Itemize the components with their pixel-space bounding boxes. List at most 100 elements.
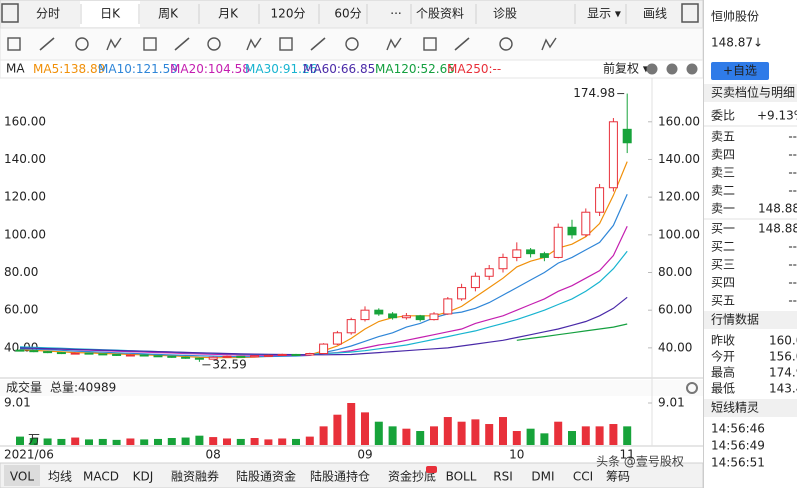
y-tick-label: 160.00 (4, 114, 46, 128)
legend-entry: MA10:121.59 (98, 62, 178, 76)
book-level: 买二 (711, 240, 735, 254)
tool-icon[interactable] (454, 37, 470, 51)
panel-button[interactable] (686, 63, 698, 75)
legend-name: MA60 (303, 62, 337, 76)
indicator-tab[interactable]: 融资融券 (171, 469, 219, 484)
tool-icon[interactable] (279, 37, 293, 51)
tab[interactable]: 月K (218, 7, 239, 21)
tab[interactable]: ··· (390, 7, 401, 21)
panel-icon[interactable] (681, 3, 699, 23)
tab[interactable]: 周K (158, 7, 179, 21)
candle-body (346, 319, 356, 334)
quote-value: 156.0 (769, 350, 797, 364)
tab[interactable]: 诊股 (493, 7, 517, 21)
candle-body (43, 351, 53, 354)
tool-icon[interactable] (106, 37, 122, 51)
tool-icon[interactable] (541, 37, 557, 51)
volume-bar (374, 421, 383, 445)
volume-bar (264, 439, 273, 445)
ratio-label: 委比 (711, 109, 735, 123)
x-tick-label: 11 (620, 448, 635, 462)
section-title: 行情数据 (711, 312, 759, 327)
candle-body (415, 315, 425, 321)
candle-body (84, 352, 94, 355)
tab[interactable]: 分时 (36, 7, 60, 21)
indicator-tab[interactable]: 筹码 (606, 470, 630, 484)
tool-icon[interactable] (174, 37, 190, 51)
candle-body (167, 355, 177, 358)
volume-bar (16, 436, 24, 445)
volume-bar (29, 438, 38, 445)
candle-body (56, 352, 66, 355)
candle-body (153, 355, 163, 358)
watermark: 头条 @壹号股权 (596, 455, 684, 469)
tool-icon[interactable] (423, 37, 437, 51)
book-price: -- (788, 294, 797, 308)
indicator-tab[interactable]: BOLL (446, 470, 477, 484)
indicator-tab[interactable]: 陆股通资金 (236, 469, 296, 484)
tool-icon[interactable] (310, 37, 326, 51)
watch-button[interactable] (711, 62, 769, 80)
legend-entry: MA60:66.85 (303, 62, 375, 76)
settings-icon[interactable] (686, 382, 698, 394)
tab[interactable]: 显示 ▾ (587, 7, 621, 21)
volume-bar (443, 417, 452, 445)
tab[interactable]: 画线 (643, 7, 667, 21)
tab[interactable]: 个股资料 (416, 7, 464, 21)
indicator-label: MA (6, 62, 25, 76)
sidebar-icon[interactable] (1, 3, 19, 23)
tool-icon[interactable] (246, 37, 262, 51)
panel-button[interactable] (666, 63, 678, 75)
tab[interactable]: 120分 (271, 7, 306, 21)
tool-icon[interactable] (345, 37, 359, 51)
indicator-tab[interactable]: RSI (493, 470, 513, 484)
tool-icon[interactable] (75, 37, 89, 51)
volume-bar (98, 438, 107, 445)
candle-body (70, 352, 80, 355)
section-header (704, 399, 797, 417)
indicator-tab[interactable]: VOL (10, 470, 34, 484)
candle-body (277, 353, 287, 356)
legend-name: MA5 (33, 62, 59, 76)
panel-button[interactable] (646, 63, 658, 75)
tab[interactable]: 日K (100, 7, 121, 21)
tool-icon[interactable] (143, 37, 157, 51)
tab[interactable]: 60分 (334, 7, 361, 21)
volume-bar (581, 426, 590, 445)
legend-value: -- (493, 62, 502, 76)
indicator-tab[interactable]: 均线 (48, 470, 72, 484)
candle-body (622, 128, 632, 144)
tool-icon[interactable] (499, 37, 513, 51)
volume-bar (154, 438, 162, 445)
tool-icon[interactable] (207, 37, 221, 51)
indicator-tab[interactable]: DMI (531, 470, 554, 484)
section-header (704, 311, 797, 329)
y-tick-label-right: 40.00 (658, 340, 692, 354)
volume-bar (595, 426, 604, 445)
tool-icon[interactable] (386, 37, 402, 51)
volume-bar (388, 426, 397, 445)
book-price: -- (788, 184, 797, 198)
indicator-tab[interactable]: 资金抄底 (388, 469, 436, 484)
badge (426, 466, 437, 473)
indicator-tab[interactable]: CCI (573, 470, 593, 484)
volume-bar (278, 438, 287, 445)
legend-sep: : (279, 62, 283, 76)
volume-bar (554, 421, 563, 445)
candle-body (553, 226, 563, 258)
adjust-select[interactable]: 前复权 ▾ (603, 61, 649, 76)
candle-body (567, 226, 577, 236)
indicator-tab[interactable]: KDJ (133, 470, 154, 484)
ma-line (19, 296, 628, 356)
candle-body (181, 356, 191, 359)
indicator-tab[interactable]: 陆股通持仓 (310, 469, 370, 484)
x-tick-label: 08 (206, 448, 221, 462)
book-level: 卖四 (711, 148, 735, 162)
indicator-tab[interactable]: MACD (83, 470, 119, 484)
quote-value: 160.0 (769, 334, 797, 348)
quote-label: 最低 (711, 382, 735, 396)
watch-label[interactable]: +自选 (723, 64, 757, 78)
tool-icon[interactable] (7, 37, 21, 51)
tool-icon[interactable] (39, 37, 55, 51)
